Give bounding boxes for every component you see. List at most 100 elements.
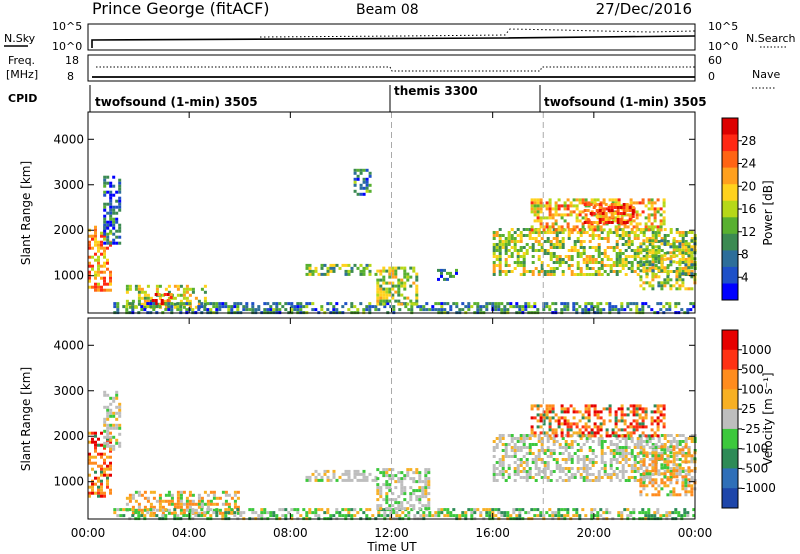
echo-cell-9: [492, 234, 496, 237]
echo-cell-7: [388, 266, 392, 270]
echo-cell-4: [665, 308, 669, 312]
echo-cell-5: [311, 272, 315, 276]
echo-cell-6: [552, 440, 556, 443]
echo-cell-9: [513, 237, 517, 240]
echo-cell-6: [528, 443, 532, 446]
echo-cell-9: [501, 240, 505, 243]
echo-cell-12: [681, 278, 685, 282]
echo-cell-3: [116, 514, 120, 518]
echo-cell-3: [644, 511, 648, 515]
echo-cell-9: [615, 273, 619, 276]
echo-cell-9: [570, 273, 574, 276]
y-tick-label: 3000: [53, 384, 84, 398]
colorbar-tick-label: -100: [741, 442, 768, 456]
echo-cell-6: [621, 446, 625, 449]
echo-cell-5: [427, 480, 431, 484]
echo-cell-6: [558, 452, 562, 455]
echo-cell-2: [227, 502, 231, 506]
echo-cell-3: [335, 508, 339, 512]
echo-cell-7: [403, 269, 407, 273]
echo-cell-7: [572, 422, 576, 426]
echo-cell-4: [494, 308, 498, 312]
echo-cell-6: [501, 467, 505, 470]
echo-cell-0: [91, 431, 94, 435]
echo-cell-0: [97, 255, 100, 259]
echo-cell-2: [236, 511, 240, 515]
echo-cell-4: [296, 302, 300, 306]
echo-cell-6: [546, 467, 550, 470]
echo-cell-6: [564, 434, 568, 437]
echo-cell-1: [112, 435, 116, 439]
echo-cell-8: [672, 487, 676, 491]
echo-cell-2: [137, 290, 141, 294]
echo-cell-9: [504, 273, 508, 276]
echo-cell-5: [344, 263, 348, 267]
echo-cell-6: [672, 461, 676, 464]
echo-cell-6: [540, 446, 544, 449]
echo-cell-6: [522, 434, 526, 437]
echo-cell-4: [182, 302, 186, 306]
echo-cell-6: [516, 437, 520, 440]
echo-cell-10: [614, 210, 618, 214]
echo-cell-6: [516, 470, 520, 473]
echo-cell-6: [534, 458, 538, 461]
echo-cell-9: [531, 273, 535, 276]
echo-cell-8: [669, 445, 673, 449]
echo-cell-10: [617, 225, 621, 229]
echo-cell-3: [284, 514, 288, 518]
echo-cell-3: [449, 514, 453, 518]
echo-cell-6: [492, 464, 496, 467]
echo-cell-6: [513, 446, 517, 449]
echo-cell-0: [109, 461, 112, 465]
echo-cell-5: [403, 498, 407, 502]
echo-cell-9: [609, 246, 613, 249]
echo-cell-6: [612, 455, 616, 458]
echo-cell-2: [146, 496, 150, 500]
echo-cell-9: [525, 252, 529, 255]
echo-cell-3: [154, 299, 158, 302]
nsky-label: N.Sky: [4, 32, 36, 45]
echo-cell-12: [672, 242, 676, 246]
echo-cell-1: [112, 175, 116, 179]
echo-cell-5: [388, 486, 392, 490]
echo-cell-6: [603, 473, 607, 476]
echo-cell-0: [88, 440, 91, 444]
echo-cell-4: [296, 305, 300, 309]
echo-cell-8: [681, 460, 685, 464]
echo-cell-11: [592, 212, 596, 215]
echo-cell-3: [605, 508, 609, 512]
echo-cell-9: [648, 267, 652, 270]
echo-cell-6: [633, 461, 637, 464]
echo-cell-9: [666, 270, 670, 273]
echo-cell-4: [668, 302, 672, 306]
echo-cell-6: [552, 452, 556, 455]
echo-cell-0: [97, 491, 100, 495]
echo-cell-3: [290, 514, 294, 518]
echo-cell-12: [642, 257, 646, 261]
echo-cell-2: [179, 284, 183, 288]
echo-cell-0: [88, 494, 91, 498]
echo-cell-2: [188, 502, 192, 506]
echo-cell-4: [524, 308, 528, 312]
echo-cell-3: [281, 508, 285, 512]
echo-cell-9: [564, 261, 568, 264]
echo-cell-9: [555, 258, 559, 261]
echo-cell-4: [311, 308, 315, 312]
echo-cell-6: [678, 434, 682, 437]
echo-cell-8: [660, 478, 664, 482]
echo-cell-4: [308, 475, 312, 479]
echo-cell-7: [412, 269, 416, 273]
echo-cell-5: [376, 489, 380, 493]
echo-cell-3: [566, 508, 570, 512]
echo-cell-10: [557, 207, 561, 211]
echo-cell-9: [573, 246, 577, 249]
echo-cell-7: [662, 425, 666, 429]
echo-cell-3: [263, 508, 267, 512]
echo-cell-4: [305, 478, 309, 482]
echo-cell-3: [137, 511, 141, 515]
echo-cell-6: [639, 467, 643, 470]
echo-cell-5: [409, 486, 413, 490]
echo-cell-10: [566, 222, 570, 226]
echo-cell-7: [376, 293, 380, 297]
